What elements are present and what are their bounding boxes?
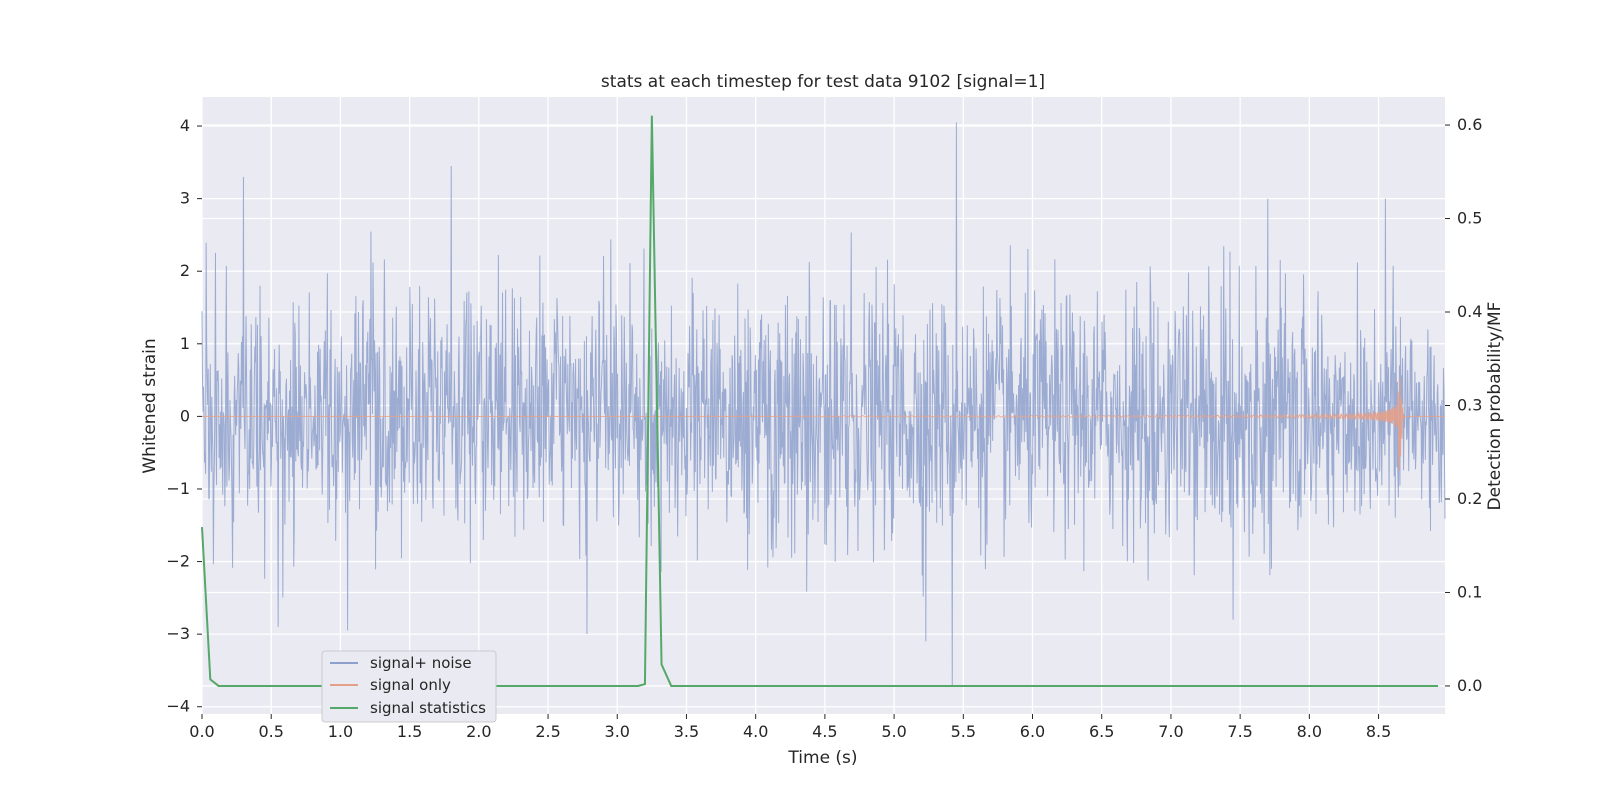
x-tick-label: 7.0 [1158,722,1183,741]
legend-label-signal-noise: signal+ noise [370,654,472,672]
x-tick-label: 3.5 [674,722,699,741]
y-axis-label: Whitened strain [140,338,160,473]
y2-tick-label: 0.3 [1457,396,1482,415]
x-tick-label: 7.5 [1227,722,1252,741]
series-line-signal-statistics [201,115,1439,687]
x-tick-label: 1.0 [328,722,353,741]
series-signal-only [202,377,1445,470]
x-axis-ticks: 0.0 0.5 1.0 1.5 2.0 2.5 3.0 3.5 4.0 4.5 5.0 5.5 6.0 6… [189,714,1391,741]
y-tick-label: −4 [166,697,190,716]
x-tick-label: 2.0 [466,722,491,741]
x-tick-label: 5.0 [881,722,906,741]
y-tick-label: −3 [166,624,190,643]
series-line-signal-only [202,377,1445,470]
x-tick-label: 6.0 [1020,722,1045,741]
y-tick-label: 1 [180,334,190,353]
chart-title: stats at each timestep for test data 910… [601,72,1045,92]
x-tick-label: 1.5 [397,722,422,741]
x-tick-label: 6.5 [1089,722,1114,741]
x-tick-label: 2.5 [535,722,560,741]
legend-label-signal-only: signal only [370,676,451,694]
legend-label-signal-statistics: signal statistics [370,699,486,717]
y2-axis-label: Detection probability/MF [1485,302,1505,511]
y2-tick-label: 0.4 [1457,302,1482,321]
y2-tick-label: 0.5 [1457,209,1482,228]
x-tick-label: 0.5 [258,722,283,741]
x-tick-label: 4.0 [743,722,768,741]
legend: signal+ noise signal only signal statist… [321,650,497,723]
legend-box [321,650,497,723]
series-line-signal-noise [201,122,1446,685]
x-tick-label: 5.5 [951,722,976,741]
x-tick-label: 8.0 [1297,722,1322,741]
y2-axis-ticks: 0.6 0.5 0.4 0.3 0.2 0.1 0.0 [1445,115,1482,695]
x-tick-label: 4.5 [812,722,837,741]
y-tick-label: 3 [180,189,190,208]
y2-tick-label: 0.0 [1457,676,1482,695]
y-tick-label: −2 [166,552,190,571]
y-tick-label: 4 [180,116,190,135]
x-tick-label: 8.5 [1366,722,1391,741]
x-tick-label: 3.0 [605,722,630,741]
y2-tick-label: 0.6 [1457,115,1482,134]
series-signal-noise [201,122,1446,685]
y2-tick-label: 0.1 [1457,582,1482,601]
y-tick-label: 0 [180,406,190,425]
y-axis-ticks: 4 3 2 1 0 −1 −2 −3 −4 [166,116,202,716]
x-axis-label: Time (s) [787,748,857,768]
x-tick-label: 0.0 [189,722,214,741]
series-signal-statistics [201,115,1439,687]
y-tick-label: −1 [166,479,190,498]
y2-tick-label: 0.2 [1457,489,1482,508]
y-tick-label: 2 [180,261,190,280]
